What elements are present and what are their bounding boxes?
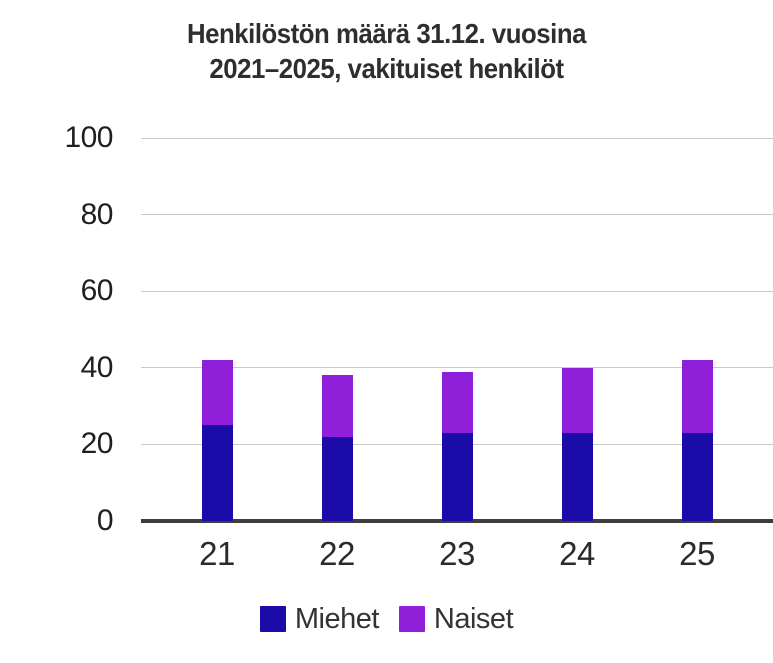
chart-title: Henkilöstön määrä 31.12. vuosina 2021–20…: [31, 16, 742, 86]
x-tick-label-25: 25: [679, 535, 715, 572]
y-tick-label-20: 20: [80, 427, 114, 461]
gridline-60: [141, 290, 773, 292]
chart-title-line1: Henkilöstön määrä 31.12. vuosina: [186, 18, 587, 49]
bar-25-naiset-segment: [681, 360, 713, 433]
legend-swatch-miehet: [259, 606, 286, 632]
bar-22-naiset-segment: [321, 375, 353, 437]
legend-label-naiset: Naiset: [433, 603, 514, 635]
x-tick-label-24: 24: [559, 535, 595, 572]
x-tick-label-22: 22: [319, 535, 355, 572]
plot-area: [141, 137, 773, 523]
legend-item-naiset: Naiset: [398, 603, 514, 635]
x-tick-label-23: 23: [439, 535, 475, 572]
bar-23-naiset-segment: [441, 371, 473, 433]
y-tick-label-80: 80: [80, 197, 114, 231]
x-axis-line: [141, 519, 773, 523]
y-tick-label-60: 60: [80, 274, 114, 308]
bar-21-miehet-segment: [201, 425, 233, 521]
gridline-100: [141, 137, 773, 139]
x-tick-label-21: 21: [199, 535, 235, 572]
bar-24-naiset-segment: [561, 367, 593, 433]
bar-24-miehet-segment: [561, 432, 593, 521]
y-tick-label-100: 100: [64, 121, 113, 154]
chart-title-line2: 2021–2025, vakituiset henkilöt: [209, 53, 564, 84]
legend: Miehet Naiset: [0, 603, 773, 635]
y-tick-label-40: 40: [80, 350, 114, 384]
bar-23-miehet-segment: [441, 432, 473, 521]
legend-swatch-naiset: [398, 606, 425, 632]
bar-25-miehet-segment: [681, 432, 713, 521]
legend-item-miehet: Miehet: [259, 603, 380, 635]
bar-21-naiset-segment: [201, 360, 233, 426]
gridline-80: [141, 214, 773, 216]
bar-22-miehet-segment: [321, 436, 353, 521]
gridline-40: [141, 367, 773, 369]
legend-label-miehet: Miehet: [294, 603, 380, 635]
y-tick-label-0: 0: [96, 504, 114, 537]
